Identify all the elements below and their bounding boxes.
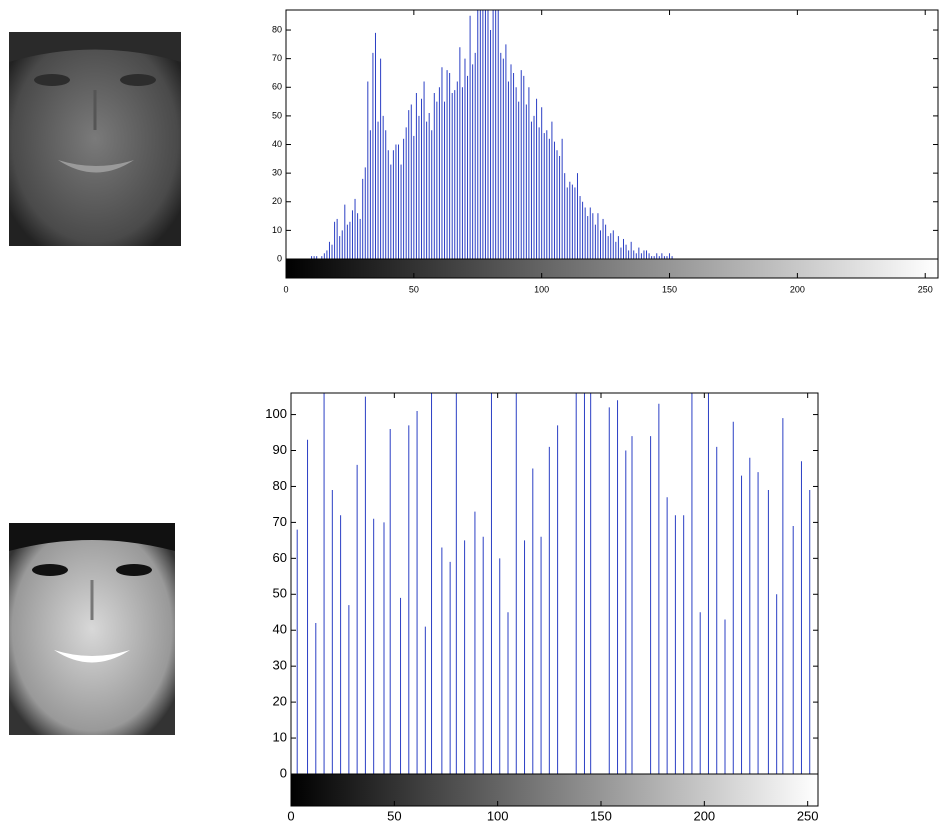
page: 0 10 20 30 40 50 60 70 80 0 50 100 150 200 250 0 10 20 30 4… [0,0,942,826]
y-tick-label: 30 [273,658,287,673]
y-tick-label: 90 [273,442,287,457]
y-tick-label: 40 [272,139,282,149]
y-tick-label: 0 [280,765,287,780]
y-tick-label: 70 [273,514,287,529]
x-tick-label: 200 [693,808,715,823]
plot-area [291,393,818,806]
y-tick-label: 10 [273,729,287,744]
x-tick-label: 250 [797,808,819,823]
y-tick-label: 70 [272,53,282,63]
colorbar [286,259,938,278]
x-tick-label: 100 [534,284,549,294]
x-tick-label: 50 [409,284,419,294]
colorbar [291,774,818,806]
x-tick-label: 150 [662,284,677,294]
y-tick-label: 20 [273,694,287,709]
y-tick-label: 40 [273,622,287,637]
face-image-equalized [9,523,175,735]
figure: 0 10 20 30 40 50 60 70 80 0 50 100 150 200 250 0 10 20 30 4… [0,0,942,826]
y-tick-label: 20 [272,196,282,206]
x-tick-label: 0 [287,808,294,823]
x-tick-label: 50 [387,808,401,823]
y-tick-label: 60 [272,82,282,92]
y-tick-label: 80 [273,478,287,493]
y-tick-label: 100 [265,406,287,421]
y-tick-label: 10 [272,225,282,235]
x-tick-label: 100 [487,808,509,823]
plot-area [286,10,938,278]
y-tick-label: 50 [273,586,287,601]
histogram: 0 10 20 30 40 50 60 70 80 90 100 0 50 100 150 200 250 [265,379,818,824]
y-tick-label: 30 [272,168,282,178]
y-tick-label: 50 [272,110,282,120]
histogram: 0 10 20 30 40 50 60 70 80 0 50 100 150 200 250 [272,0,938,294]
face-image-original [9,32,181,246]
x-tick-label: 0 [283,284,288,294]
x-tick-label: 150 [590,808,612,823]
y-tick-label: 60 [273,550,287,565]
x-tick-label: 200 [790,284,805,294]
x-tick-label: 250 [918,284,933,294]
y-tick-label: 0 [277,253,282,263]
y-tick-label: 80 [272,24,282,34]
